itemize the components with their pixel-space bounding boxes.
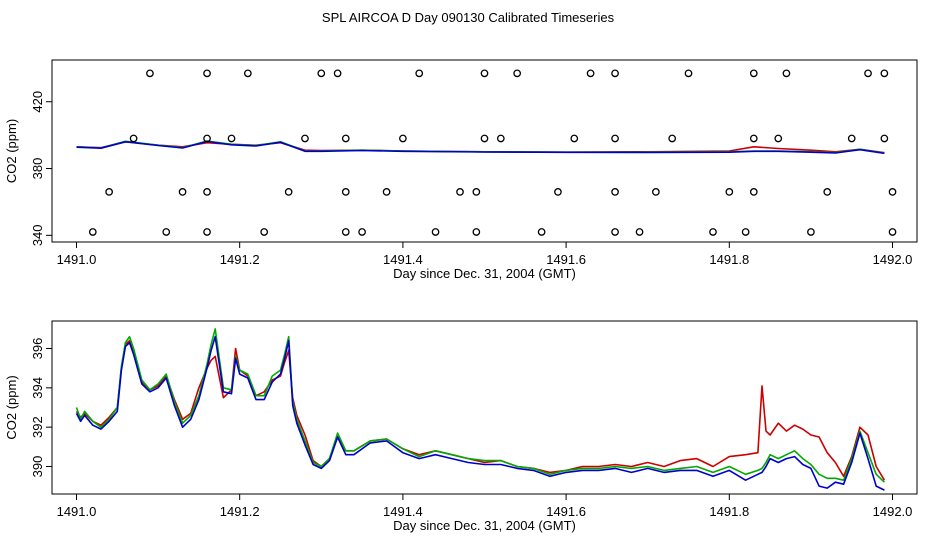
flag-point [888, 228, 897, 236]
y-tick-label: 392 [30, 416, 45, 438]
x-tick-label: 1491.4 [383, 504, 423, 519]
flag-point [472, 228, 481, 236]
flag-point [260, 228, 269, 236]
y-tick-label: 390 [30, 456, 45, 478]
plot-frame [51, 320, 918, 495]
flag-point [301, 134, 309, 143]
flag-point [749, 69, 758, 78]
flag-point [341, 228, 350, 236]
flag-point [243, 69, 252, 78]
flag-point [554, 188, 562, 196]
flag-point [162, 228, 171, 236]
flag-point [480, 69, 489, 78]
flag-point [513, 69, 521, 78]
flag-point [635, 228, 644, 236]
y-tick-label: 394 [30, 377, 45, 399]
x-tick-label: 1491.2 [220, 252, 260, 267]
flag-point [284, 188, 293, 196]
flag-point [472, 188, 481, 196]
series-line-1 [75, 328, 885, 483]
series-line-2 [76, 140, 885, 155]
page-title: SPL AIRCOA D Day 090130 Calibrated Times… [321, 10, 615, 25]
x-tick-label: 1491.0 [57, 252, 97, 267]
flag-point [146, 69, 154, 78]
flag-point [382, 188, 391, 196]
flag-point [652, 188, 660, 196]
plot-frame [51, 59, 918, 243]
flag-point [496, 134, 505, 143]
flag-point [749, 134, 758, 143]
series-line-0 [75, 339, 886, 481]
top-panel: 1491.0 1491.2 1491.4 1491.6 1491.8 1492.0 340 3… [4, 59, 918, 281]
bottom-panel: 1491.0 1491.2 1491.4 1491.6 1491.8 1492.0 390 3… [4, 320, 918, 533]
x-tick-label: 1491.8 [709, 252, 749, 267]
flag-point [317, 69, 326, 78]
flag-point [105, 188, 113, 196]
y-axis-label: CO2 (ppm) [4, 119, 19, 183]
flag-point [341, 134, 350, 143]
flag-point [227, 134, 236, 143]
x-tick-label: 1492.0 [873, 504, 913, 519]
flag-point [415, 69, 424, 78]
y-tick-label: 340 [30, 224, 45, 246]
flag-point [749, 188, 758, 196]
flag-point [537, 228, 546, 236]
y-axis-label: CO2 (ppm) [4, 375, 19, 439]
flag-point [203, 69, 211, 78]
flag-point [668, 134, 677, 143]
flag-point [684, 69, 693, 78]
flag-point [456, 188, 464, 196]
flag-point [611, 188, 619, 196]
flag-point [880, 69, 889, 78]
x-tick-label: 1491.6 [546, 252, 586, 267]
flag-point [611, 228, 619, 236]
x-tick-label: 1491.2 [220, 504, 260, 519]
y-tick-label: 396 [30, 338, 45, 360]
flag-point [774, 134, 783, 143]
flag-point [358, 228, 366, 236]
flag-point [782, 69, 791, 78]
x-tick-label: 1491.8 [709, 504, 749, 519]
flag-point [333, 69, 342, 78]
flag-point [203, 134, 211, 143]
flag-point [178, 188, 187, 196]
flag-point [431, 228, 440, 236]
flag-point [88, 228, 97, 236]
x-axis-label: Day since Dec. 31, 2004 (GMT) [393, 266, 576, 281]
x-tick-label: 1491.4 [383, 252, 423, 267]
flag-point [725, 188, 734, 196]
flag-point [880, 134, 889, 143]
x-tick-label: 1491.6 [546, 504, 586, 519]
flag-point [807, 228, 815, 236]
flag-point [741, 228, 750, 236]
flag-point [399, 134, 407, 143]
flag-point [611, 134, 619, 143]
flag-point [129, 134, 138, 143]
flag-point [586, 69, 595, 78]
x-axis-label: Day since Dec. 31, 2004 (GMT) [393, 518, 576, 533]
flag-point [480, 134, 489, 143]
y-tick-label: 420 [30, 91, 45, 113]
flag-point [888, 188, 897, 196]
flag-point [203, 228, 211, 236]
flag-point [570, 134, 579, 143]
flag-point [823, 188, 832, 196]
flag-point [864, 69, 872, 78]
flag-point [847, 134, 856, 143]
x-tick-label: 1491.0 [57, 504, 97, 519]
flag-point [611, 69, 619, 78]
flag-point [203, 188, 211, 196]
y-tick-label: 380 [30, 158, 45, 180]
series-line-2 [75, 335, 885, 491]
flag-point [709, 228, 717, 236]
x-tick-label: 1492.0 [873, 252, 913, 267]
flag-point [341, 188, 350, 196]
